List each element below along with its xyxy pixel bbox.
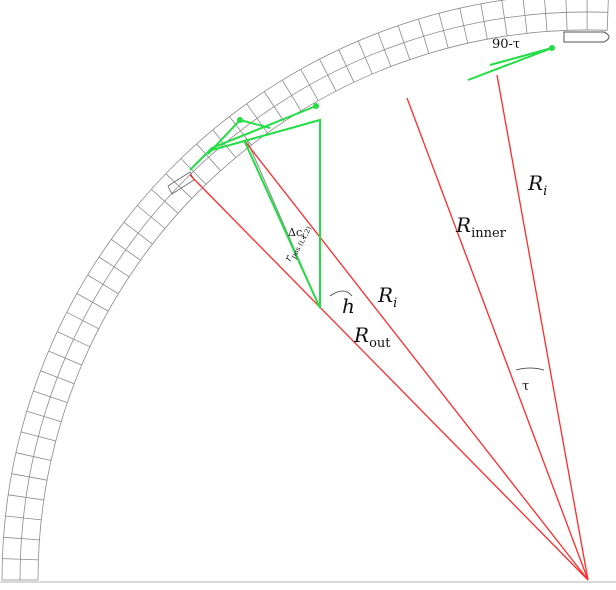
ring-segment-divider xyxy=(2,558,39,561)
ring-segment-divider xyxy=(40,370,75,385)
ring-segment-divider xyxy=(246,103,268,134)
ring-segment-divider xyxy=(397,25,411,60)
ray-point xyxy=(549,45,555,51)
ray-path-triangle xyxy=(211,118,321,309)
label-delta-c: Δci xyxy=(288,226,305,241)
ring-segment-divider xyxy=(480,3,488,40)
ring-grid xyxy=(1,0,609,581)
ring-segment-divider xyxy=(263,91,285,122)
ring-segment-divider xyxy=(180,158,207,185)
radius-r-inner xyxy=(406,97,589,581)
ray-paths xyxy=(189,47,553,309)
label-r-out: Rout xyxy=(353,323,391,351)
ring-segment-divider xyxy=(357,40,373,75)
label-tau: τ xyxy=(522,379,529,394)
label-h: h xyxy=(342,294,355,318)
ring-segment-divider xyxy=(338,49,355,83)
ring-segment-divider xyxy=(137,205,166,229)
radius-r-out xyxy=(189,174,589,581)
label-ninety-minus-tau: 90-τ xyxy=(492,37,520,52)
ring-segment-divider xyxy=(33,390,68,403)
ring-segment-divider xyxy=(459,8,469,44)
ring-segment-divider xyxy=(438,13,449,49)
ring-segment-divider xyxy=(377,32,392,67)
ring-segment-divider xyxy=(501,0,508,37)
ring-segment-divider xyxy=(123,221,153,245)
ring-segment-divider xyxy=(165,173,193,199)
radius-r-i-right xyxy=(496,74,589,581)
ray-point xyxy=(313,103,319,109)
ring-segment-divider xyxy=(48,350,82,366)
ring-segment-divider xyxy=(98,256,130,278)
radius-lines xyxy=(189,74,589,581)
h-angle-arc xyxy=(329,290,353,297)
label-r-i-left: Ri xyxy=(377,283,397,311)
ring-segment-divider xyxy=(281,79,302,112)
ring-segment-divider xyxy=(8,494,44,501)
ring-segment-divider xyxy=(522,0,528,34)
ring-segment-divider xyxy=(26,410,62,423)
ring-segment-divider xyxy=(66,311,99,330)
radius-r-i-left xyxy=(243,139,589,581)
ring-segment-divider xyxy=(3,536,40,541)
ring-segment-divider xyxy=(319,58,337,92)
ray-point xyxy=(237,117,243,123)
ring-segment-divider xyxy=(196,143,221,171)
ring-segment-divider xyxy=(565,0,568,31)
ring-segment-divider xyxy=(606,0,609,31)
ring-segment-divider xyxy=(57,331,91,348)
label-r-i-right: Ri xyxy=(527,171,547,199)
ring-segment-divider xyxy=(11,473,48,481)
ring-segment-divider xyxy=(76,293,109,312)
ring-segment-divider xyxy=(544,0,548,32)
ring-segment-divider xyxy=(5,515,42,521)
ray-points xyxy=(237,45,555,123)
ring-segment-divider xyxy=(15,452,52,461)
tau-angle-arc xyxy=(515,367,545,371)
ring-segment-divider xyxy=(300,69,319,101)
ring-arc xyxy=(37,29,608,581)
ring-segment-divider xyxy=(20,431,56,442)
label-r-inner: Rinner xyxy=(455,213,507,241)
ray-path-left xyxy=(189,105,317,171)
ring-segment-divider xyxy=(87,274,119,295)
ring-segment-divider xyxy=(110,238,141,261)
ray-path-upper xyxy=(467,47,553,81)
ring-segment-divider xyxy=(151,189,179,214)
ring-segment-divider xyxy=(418,18,430,54)
probe-shape xyxy=(563,31,610,43)
inner-box xyxy=(167,171,195,195)
